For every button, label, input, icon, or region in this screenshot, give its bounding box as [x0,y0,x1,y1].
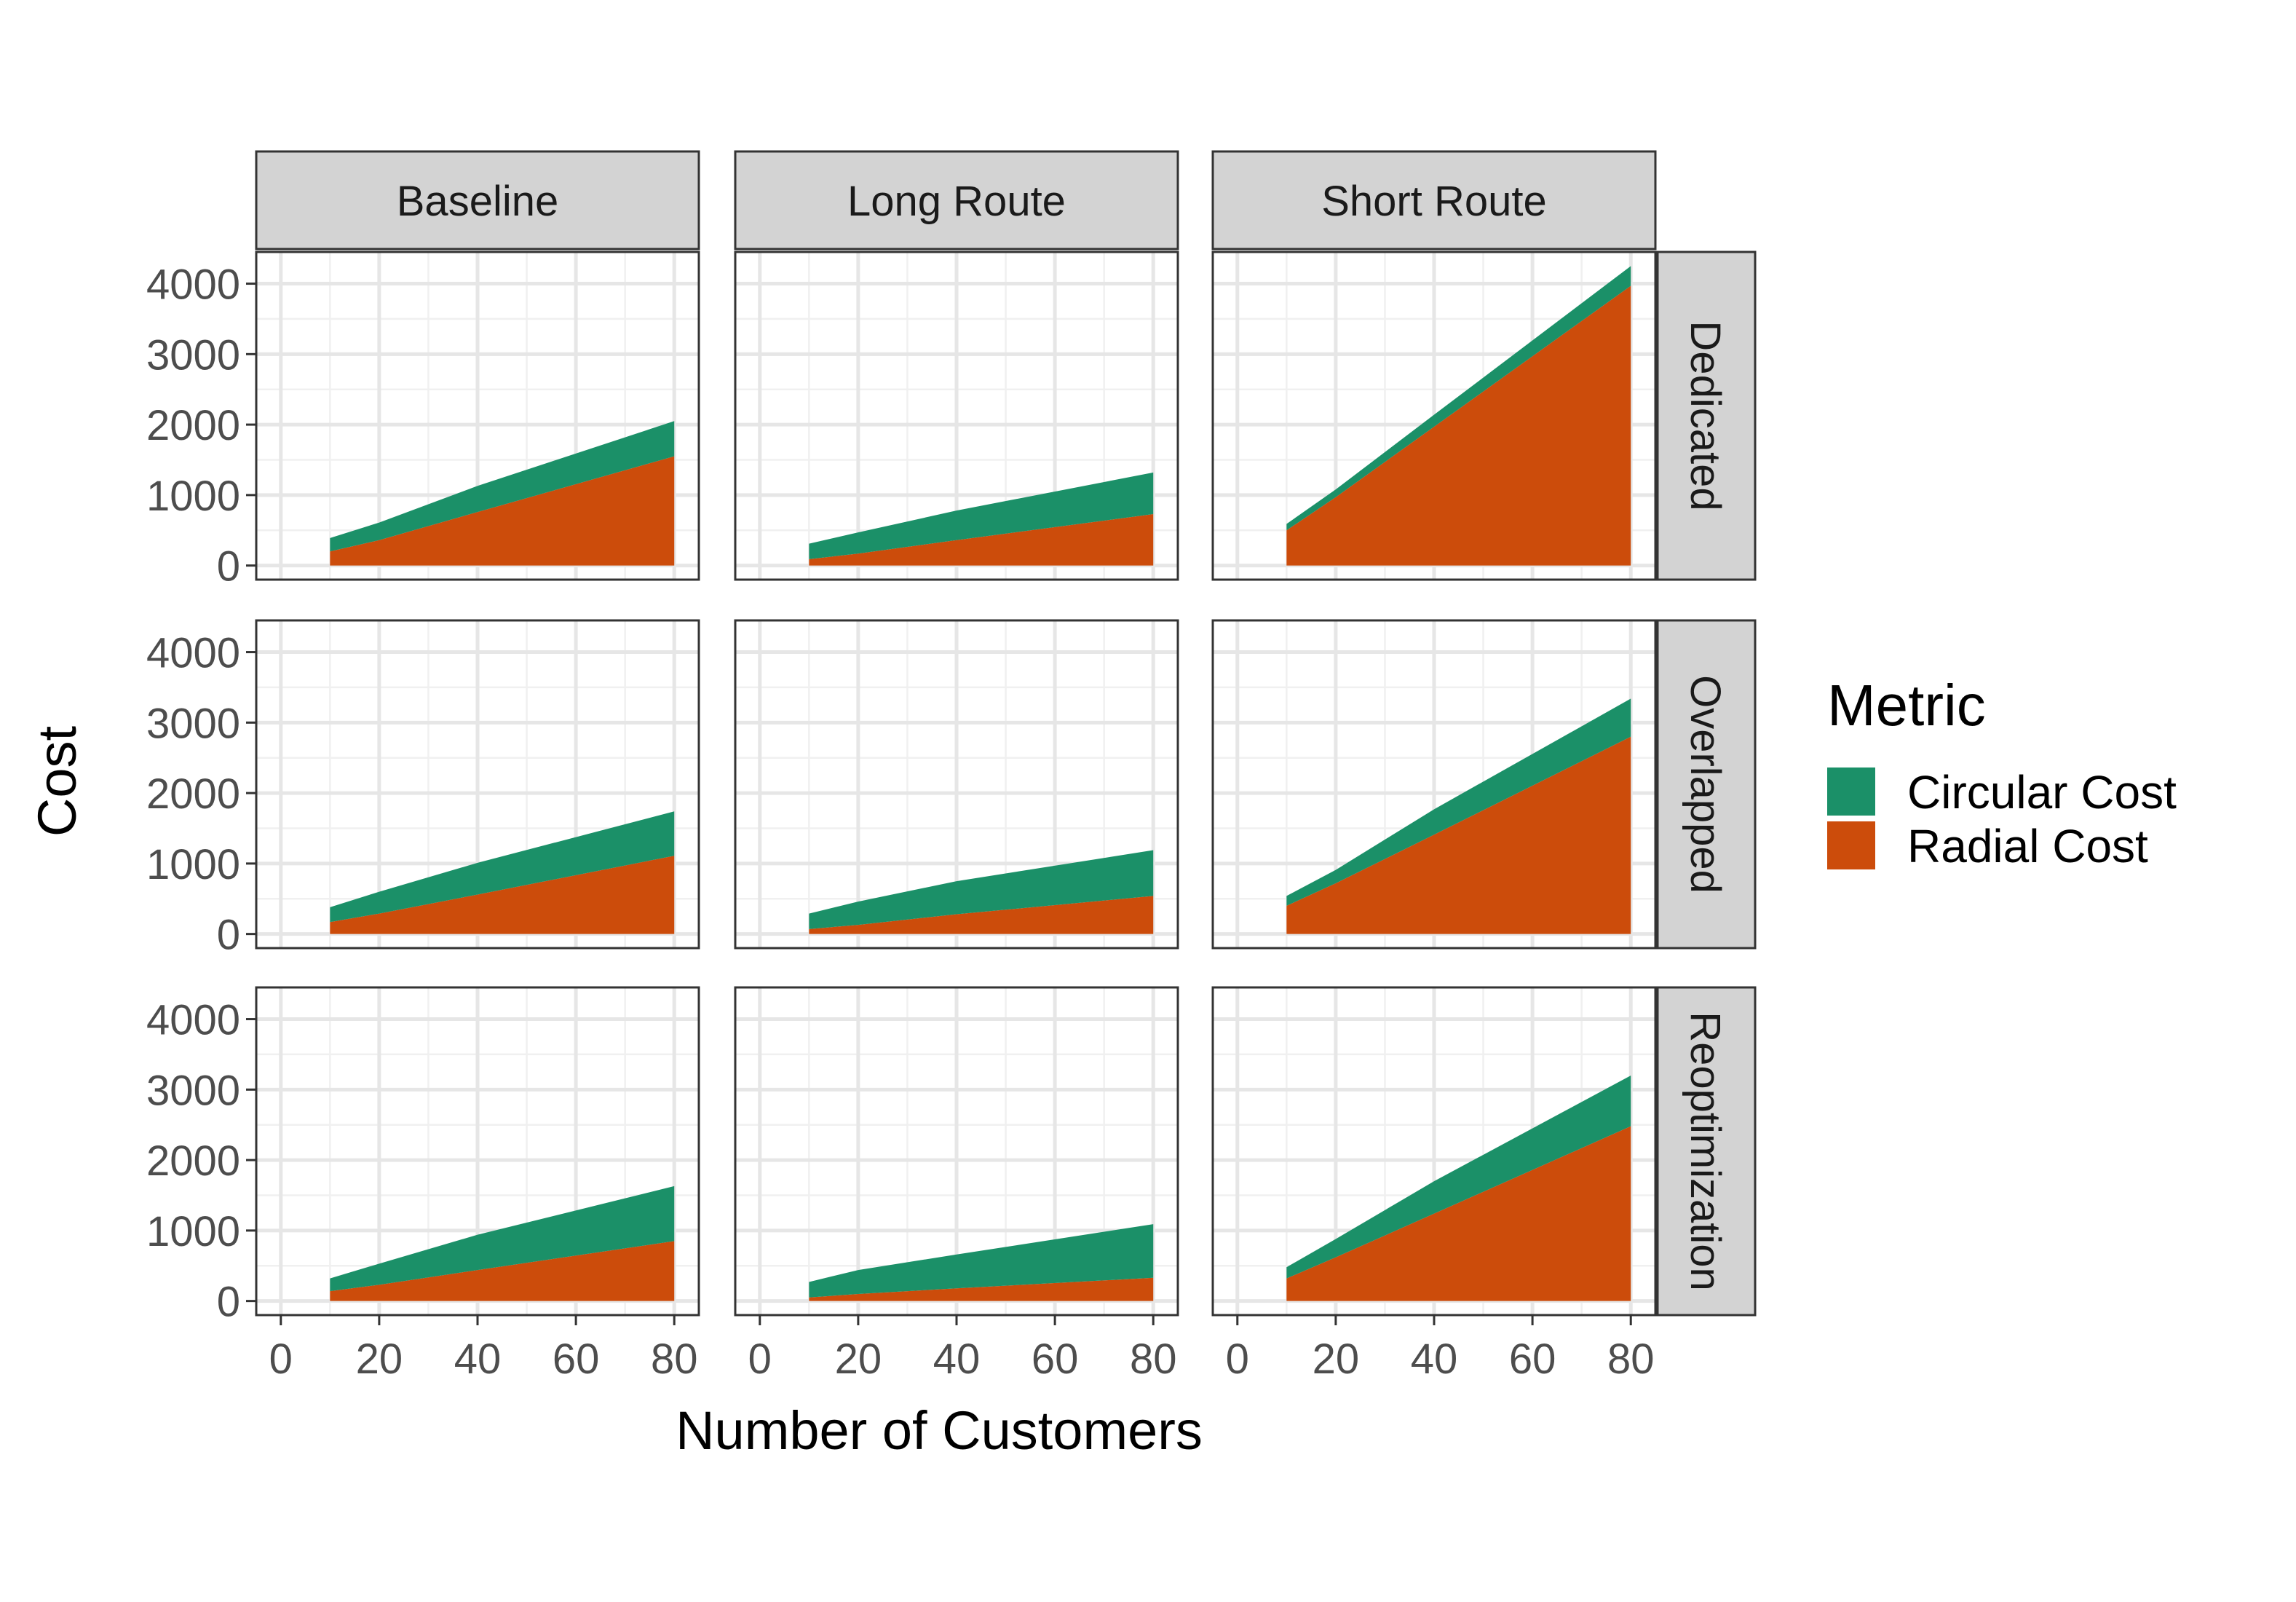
strip-label-overlapped: Overlapped [1682,675,1729,893]
y-tick-label: 0 [217,912,240,959]
legend: Metric Circular Cost Radial Cost [1827,673,2177,872]
area-radial-cost-long-route-reoptimization [809,1277,1154,1301]
area-circular-cost-short-route-dedicated [1286,266,1631,531]
area-circular-cost-short-route-reoptimization [1286,1075,1631,1279]
x-tick-label: 60 [1032,1335,1079,1383]
legend-label-circular-cost: Circular Cost [1907,766,2177,818]
y-tick-label: 3000 [146,700,240,747]
panel-short-route-overlapped [1211,619,1657,950]
area-circular-cost-baseline-dedicated [330,421,675,552]
x-tick-label: 60 [553,1335,600,1383]
legend-key-radial-cost [1827,821,1875,869]
area-radial-cost-short-route-reoptimization [1286,1126,1631,1301]
legend-title: Metric [1827,673,1986,738]
area-circular-cost-short-route-overlapped [1286,698,1631,906]
x-tick-label: 0 [748,1335,772,1383]
y-tick-label: 1000 [146,841,240,888]
y-tick-label: 3000 [146,1067,240,1114]
area-circular-cost-baseline-overlapped [330,811,675,923]
panel-baseline-dedicated [255,250,700,581]
y-tick-label: 2000 [146,402,240,449]
area-circular-cost-long-route-dedicated [809,472,1154,559]
panel-baseline-overlapped [255,619,700,950]
y-tick-label: 0 [217,1279,240,1326]
strip-label-baseline: Baseline [397,178,558,225]
y-tick-label: 3000 [146,331,240,379]
area-radial-cost-baseline-dedicated [330,456,675,566]
panel-border-long-route-dedicated [734,250,1179,581]
x-tick-label: 40 [1411,1335,1458,1383]
y-tick-label: 1000 [146,1208,240,1255]
strip-label-dedicated: Dedicated [1682,320,1729,510]
panel-baseline-reoptimization [255,986,700,1317]
x-tick-label: 80 [1607,1335,1655,1383]
x-tick-label: 20 [1313,1335,1360,1383]
area-radial-cost-baseline-reoptimization [330,1241,675,1301]
panel-border-short-route-overlapped [1211,619,1657,950]
panel-border-long-route-overlapped [734,619,1179,950]
x-tick-label: 80 [651,1335,698,1383]
strip-short-route [1211,150,1657,250]
panel-border-baseline-dedicated [255,250,700,581]
y-tick-label: 0 [217,543,240,591]
y-tick-label: 2000 [146,770,240,818]
panel-long-route-reoptimization [734,986,1179,1317]
area-circular-cost-baseline-reoptimization [330,1185,675,1292]
y-axis-title: Cost [27,725,87,837]
panel-border-short-route-dedicated [1211,250,1657,581]
area-radial-cost-short-route-overlapped [1286,736,1631,934]
axes-layer: 0100020003000400001000200030004000010002… [146,261,1655,1383]
x-tick-label: 80 [1130,1335,1177,1383]
y-tick-label: 4000 [146,261,240,309]
facet-strips: Baseline Long Route Short Route Dedicated Ov… [255,150,1757,1317]
x-axis-title: Number of Customers [676,1400,1203,1461]
y-tick-label: 1000 [146,473,240,520]
x-tick-label: 20 [835,1335,882,1383]
area-circular-cost-long-route-overlapped [809,850,1154,929]
panel-short-route-dedicated [1211,250,1657,581]
x-tick-label: 60 [1509,1335,1556,1383]
panel-long-route-dedicated [734,250,1179,581]
x-tick-label: 0 [1226,1335,1249,1383]
y-tick-label: 4000 [146,997,240,1044]
strip-overlapped [1656,619,1757,950]
y-tick-label: 4000 [146,630,240,677]
strip-reoptimization [1656,986,1757,1317]
panels-layer [255,250,1657,1317]
y-tick-label: 2000 [146,1137,240,1185]
legend-label-radial-cost: Radial Cost [1907,820,2148,872]
strip-dedicated [1656,250,1757,581]
legend-key-circular-cost [1827,768,1875,816]
strip-baseline [255,150,700,250]
x-tick-label: 0 [269,1335,293,1383]
strip-label-short-route: Short Route [1321,178,1547,225]
strip-label-reoptimization: Reoptimization [1682,1011,1729,1291]
panel-border-baseline-overlapped [255,619,700,950]
area-radial-cost-long-route-overlapped [809,896,1154,934]
area-radial-cost-baseline-overlapped [330,856,675,934]
panel-long-route-overlapped [734,619,1179,950]
x-tick-label: 40 [454,1335,502,1383]
area-radial-cost-short-route-dedicated [1286,285,1631,566]
area-circular-cost-long-route-reoptimization [809,1224,1154,1298]
strip-long-route [734,150,1179,250]
panel-short-route-reoptimization [1211,986,1657,1317]
strip-label-long-route: Long Route [847,178,1066,225]
x-tick-label: 40 [933,1335,981,1383]
area-radial-cost-long-route-dedicated [809,514,1154,566]
x-tick-label: 20 [356,1335,403,1383]
